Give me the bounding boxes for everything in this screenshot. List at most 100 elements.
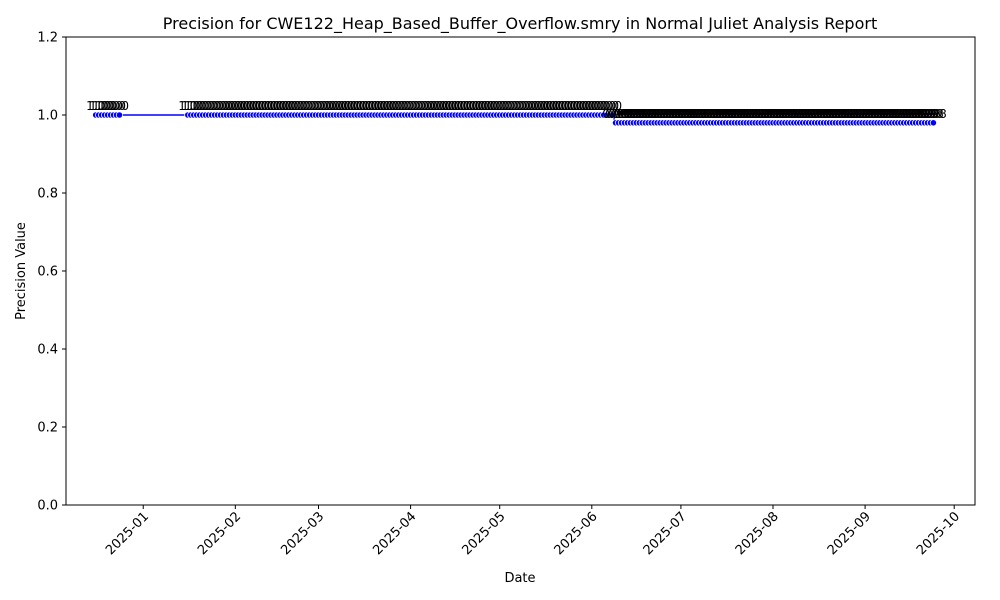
data-label: 1.0 (383, 99, 402, 113)
data-label: 1.0 (573, 99, 592, 113)
data-label: 0.98 (861, 107, 888, 121)
data-label: 0.98 (813, 107, 840, 121)
data-label: 0.98 (662, 107, 689, 121)
data-label: 0.98 (774, 107, 801, 121)
data-label: 1.0 (499, 99, 518, 113)
y-tick-label: 0.6 (37, 265, 58, 280)
data-label: 1.0 (86, 99, 105, 113)
data-label: 1.0 (359, 99, 378, 113)
data-label: 1.0 (315, 99, 334, 113)
data-label: 0.98 (858, 107, 885, 121)
data-label: 0.98 (641, 107, 668, 121)
data-label: 0.98 (878, 107, 905, 121)
data-label: 1.0 (472, 99, 491, 113)
data-label: 1.0 (98, 99, 117, 113)
data-label: 1.0 (330, 99, 349, 113)
data-label: 1.0 (460, 99, 479, 113)
data-label: 1.0 (270, 99, 289, 113)
data-label: 1.0 (440, 99, 459, 113)
data-label: 0.98 (792, 107, 819, 121)
data-label: 1.0 (594, 99, 613, 113)
data-label: 1.0 (428, 99, 447, 113)
data-label: 1.0 (478, 99, 497, 113)
data-label: 0.98 (911, 107, 938, 121)
data-label: 0.98 (822, 107, 849, 121)
data-label: 0.98 (745, 107, 772, 121)
data-label: 0.98 (706, 107, 733, 121)
data-label: 1.0 (300, 99, 319, 113)
data-label: 0.98 (709, 107, 736, 121)
data-label: 0.98 (620, 107, 647, 121)
data-label: 1.0 (487, 99, 506, 113)
data-label: 0.98 (840, 107, 867, 121)
data-label: 0.98 (783, 107, 810, 121)
y-tick-label: 0.0 (37, 499, 58, 514)
data-label: 0.98 (843, 107, 870, 121)
data-label: 1.0 (561, 99, 580, 113)
data-label: 1.0 (324, 99, 343, 113)
data-label: 0.98 (825, 107, 852, 121)
data-label: 1.0 (92, 99, 111, 113)
data-label: 1.0 (282, 99, 301, 113)
data-label: 0.98 (700, 107, 727, 121)
data-label: 1.0 (452, 99, 471, 113)
data-label: 1.0 (600, 99, 619, 113)
data-label: 0.98 (673, 107, 700, 121)
data-label: 1.0 (294, 99, 313, 113)
x-tick-label: 2025-05 (460, 509, 509, 558)
y-tick-label: 0.4 (37, 343, 58, 358)
data-label: 0.98 (650, 107, 677, 121)
data-label: 0.98 (789, 107, 816, 121)
data-label: 1.0 (309, 99, 328, 113)
data-label: 0.98 (757, 107, 784, 121)
data-label: 1.0 (205, 99, 224, 113)
data-label: 0.98 (608, 107, 635, 121)
data-label: 0.98 (736, 107, 763, 121)
data-label: 0.98 (718, 107, 745, 121)
y-tick-label: 1.2 (37, 31, 58, 46)
data-label: 1.0 (273, 99, 292, 113)
x-tick-label: 2025-07 (641, 509, 690, 558)
data-label: 0.98 (772, 107, 799, 121)
data-label: 1.0 (511, 99, 530, 113)
data-label: 0.98 (635, 107, 662, 121)
data-label: 0.98 (914, 107, 941, 121)
data-label: 1.0 (550, 99, 569, 113)
data-label: 1.0 (514, 99, 533, 113)
x-axis: 2025-01 2025-02 2025-03 2025-04 2025-05 2025-… (103, 505, 963, 558)
data-label: 0.98 (665, 107, 692, 121)
data-label: 1.0 (279, 99, 298, 113)
y-tick-label: 0.2 (37, 421, 58, 436)
data-label: 1.0 (196, 99, 215, 113)
data-label: 0.98 (668, 107, 695, 121)
data-label: 0.98 (766, 107, 793, 121)
data-label: 1.0 (475, 99, 494, 113)
data-label: 1.0 (395, 99, 414, 113)
data-label: 0.98 (712, 107, 739, 121)
data-label: 1.0 (425, 99, 444, 113)
data-label: 0.98 (920, 107, 947, 121)
data-label: 1.0 (579, 99, 598, 113)
data-label: 1.0 (398, 99, 417, 113)
data-label: 1.0 (211, 99, 230, 113)
chart-title: Precision for CWE122_Heap_Based_Buffer_O… (163, 14, 877, 34)
data-label: 1.0 (567, 99, 586, 113)
data-label: 1.0 (297, 99, 316, 113)
data-label: 1.0 (413, 99, 432, 113)
data-label: 1.0 (187, 99, 206, 113)
data-label: 0.98 (656, 107, 683, 121)
data-label: 0.98 (644, 107, 671, 121)
data-label: 1.0 (457, 99, 476, 113)
data-label: 0.98 (739, 107, 766, 121)
data-label: 1.0 (493, 99, 512, 113)
data-label: 0.98 (721, 107, 748, 121)
x-tick-label: 2025-09 (825, 509, 874, 558)
data-label: 1.0 (407, 99, 426, 113)
data-point (115, 111, 124, 119)
data-label: 1.0 (556, 99, 575, 113)
data-label: 1.0 (455, 99, 474, 113)
data-label: 1.0 (291, 99, 310, 113)
data-label: 0.98 (875, 107, 902, 121)
